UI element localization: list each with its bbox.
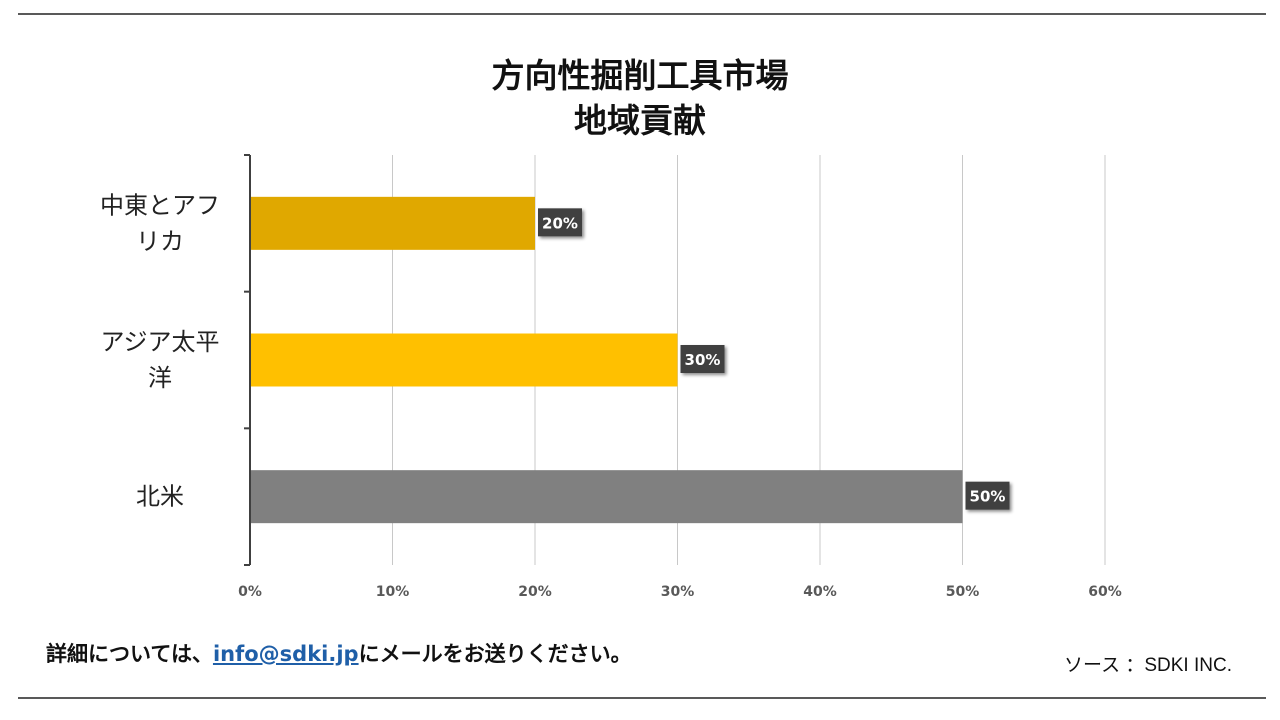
bar xyxy=(251,196,535,250)
category-label: アジア太平 xyxy=(100,328,219,356)
data-label: 50% xyxy=(970,488,1006,506)
bar xyxy=(251,470,963,524)
x-tick-label: 0% xyxy=(238,584,262,600)
chart-title-line-1: 方向性掘削工具市場 xyxy=(491,56,789,95)
top-rule xyxy=(18,13,1266,15)
chart-title-line-2: 地域貢献 xyxy=(574,101,706,140)
x-tick-label: 50% xyxy=(946,584,980,600)
data-label: 20% xyxy=(542,214,578,232)
category-label: リカ xyxy=(136,227,184,255)
x-tick-label: 30% xyxy=(661,584,695,600)
data-label-box xyxy=(680,345,725,373)
bar xyxy=(251,333,678,387)
contact-note: 詳細については、info@sdki.jpにメールをお送りください。 xyxy=(46,638,632,668)
email-link[interactable]: info@sdki.jp xyxy=(212,642,359,666)
data-label-box xyxy=(538,208,582,237)
source-credit: ソース ：SDKI INC. xyxy=(1064,655,1232,676)
category-label: 洋 xyxy=(148,364,172,392)
x-tick-label: 40% xyxy=(803,584,837,600)
bottom-rule xyxy=(18,697,1266,699)
category-label: 中東とアフ xyxy=(100,191,220,219)
data-label-box xyxy=(965,481,1010,510)
contact-suffix: にメールをお送りください。 xyxy=(358,642,632,666)
category-label: 北米 xyxy=(136,483,184,511)
contact-prefix: 詳細については、 xyxy=(46,642,213,666)
data-label: 30% xyxy=(685,351,721,369)
x-tick-label: 20% xyxy=(518,584,552,600)
x-tick-label: 60% xyxy=(1088,584,1122,600)
x-tick-label: 10% xyxy=(376,584,410,600)
